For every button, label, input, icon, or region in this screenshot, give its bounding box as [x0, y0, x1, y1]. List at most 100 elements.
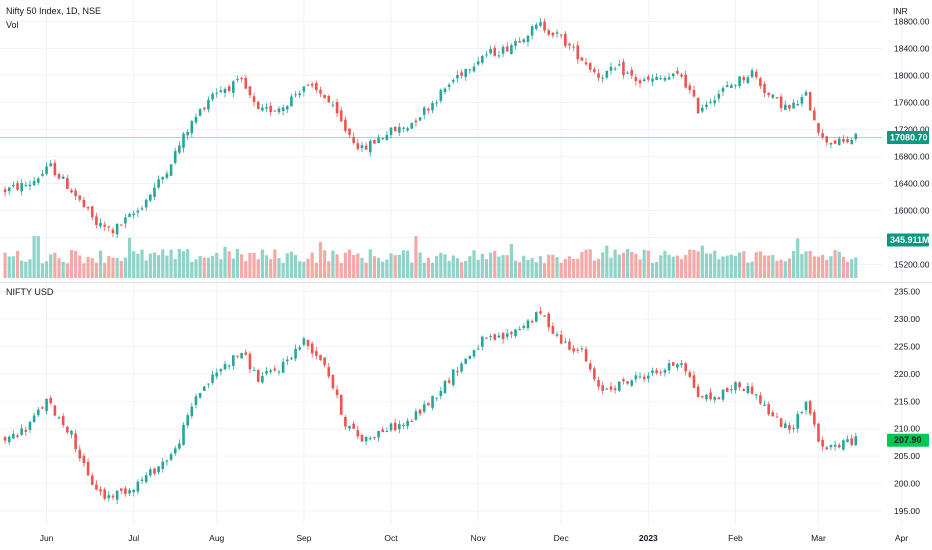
candle-body: [568, 43, 571, 46]
candle-body: [850, 438, 853, 445]
price-axis-usd[interactable]: 195.00 200.00 205.00 210.00 215.00 220.00 225.…: [894, 286, 920, 516]
time-tick-label: Feb: [728, 533, 743, 543]
time-tick-label: Oct: [384, 533, 398, 543]
candle-body: [572, 348, 575, 352]
svg-text:207.90: 207.90: [894, 435, 922, 445]
candle-body: [281, 361, 285, 373]
volume-bar: [223, 246, 227, 278]
main-series-title[interactable]: Nifty 50 Index, 1D, NSE: [6, 6, 102, 16]
candle-body: [659, 372, 663, 374]
volume-bar: [459, 262, 464, 278]
candle-body: [393, 422, 397, 431]
candle-body: [240, 352, 243, 359]
volume-bar: [576, 258, 580, 278]
candle-body: [24, 184, 28, 186]
svg-text:17080.70: 17080.70: [890, 133, 928, 143]
volume-bar: [779, 259, 783, 278]
candle-body: [804, 92, 808, 96]
candle-body: [41, 407, 44, 409]
candle-body: [49, 397, 53, 404]
time-tick-label: Jun: [40, 533, 54, 543]
volume-bar: [3, 252, 7, 278]
candle-body: [593, 69, 596, 73]
candle-body: [111, 495, 115, 498]
volume-legend[interactable]: Vol: [6, 20, 19, 30]
candle-body: [111, 229, 115, 234]
time-axis[interactable]: Jun Jul Aug Sep Oct Nov Dec 2023 Feb Mar Apr: [40, 533, 909, 543]
candle-body: [808, 91, 812, 111]
volume-bar: [451, 255, 455, 278]
candle-body: [568, 341, 571, 350]
price-tick-label: 17600.00: [894, 98, 930, 108]
volume-bar: [410, 262, 414, 278]
volume-bar: [356, 253, 360, 278]
time-tick-label: Apr: [895, 533, 908, 543]
candle-body: [20, 428, 23, 435]
volume-bar: [90, 258, 94, 278]
volume-bar: [24, 261, 28, 278]
candle-body: [671, 362, 675, 366]
candle-body: [659, 78, 663, 80]
candle-body: [269, 105, 272, 113]
candle-body: [7, 436, 11, 443]
candle-body: [3, 437, 7, 441]
candle-body: [427, 402, 430, 406]
candle-body: [564, 33, 567, 46]
candle-body: [132, 489, 136, 493]
candle-body: [74, 190, 77, 197]
candle-body: [418, 117, 422, 121]
candle-body: [49, 163, 53, 167]
candle-body: [854, 436, 858, 446]
candle-body: [190, 406, 194, 417]
time-tick-label: 2023: [639, 533, 658, 543]
usd-series-title[interactable]: NIFTY USD: [6, 287, 54, 297]
candle-body: [464, 69, 468, 77]
candle-body: [443, 380, 447, 394]
volume-bar: [260, 249, 264, 278]
candle-body: [451, 80, 455, 83]
candle-body: [464, 358, 468, 364]
candle-body: [547, 313, 551, 328]
candle-body: [580, 348, 584, 350]
candle-body: [402, 127, 405, 129]
candle-body: [460, 363, 463, 372]
price-tick-label: 200.00: [894, 479, 920, 489]
candle-body: [414, 411, 418, 420]
candle-body: [406, 128, 409, 131]
candle-body: [348, 128, 351, 135]
volume-bar: [173, 258, 177, 278]
volume-bar: [742, 251, 746, 278]
time-tick-label: Dec: [554, 533, 570, 543]
candle-body: [373, 140, 376, 144]
candle-body: [846, 139, 849, 143]
volume-bar: [44, 261, 49, 278]
time-tick-label: Sep: [296, 533, 311, 543]
candle-body: [431, 396, 434, 408]
volume-bar: [655, 261, 659, 278]
candle-body: [730, 85, 733, 89]
candle-body: [290, 96, 293, 107]
candle-body: [767, 404, 770, 415]
volume-bar: [708, 253, 713, 278]
candle-body: [638, 376, 642, 378]
volume-bar: [364, 262, 368, 278]
candle-body: [522, 325, 526, 328]
candle-body: [302, 86, 306, 92]
candle-body: [315, 351, 318, 356]
volume-bar: [513, 260, 518, 278]
volume-bar: [40, 263, 45, 278]
candle-body: [3, 189, 7, 193]
candle-body: [443, 88, 447, 93]
volume-bar: [642, 249, 646, 278]
candle-body: [771, 412, 775, 417]
candle-body: [385, 430, 389, 433]
candle-body: [485, 54, 488, 56]
candle-body: [854, 133, 858, 140]
candle-body: [136, 210, 140, 213]
candle-body: [601, 77, 604, 79]
volume-bar: [74, 250, 78, 278]
candle-body: [725, 387, 729, 392]
volume-bar: [663, 250, 667, 278]
volume-bar: [767, 255, 771, 278]
